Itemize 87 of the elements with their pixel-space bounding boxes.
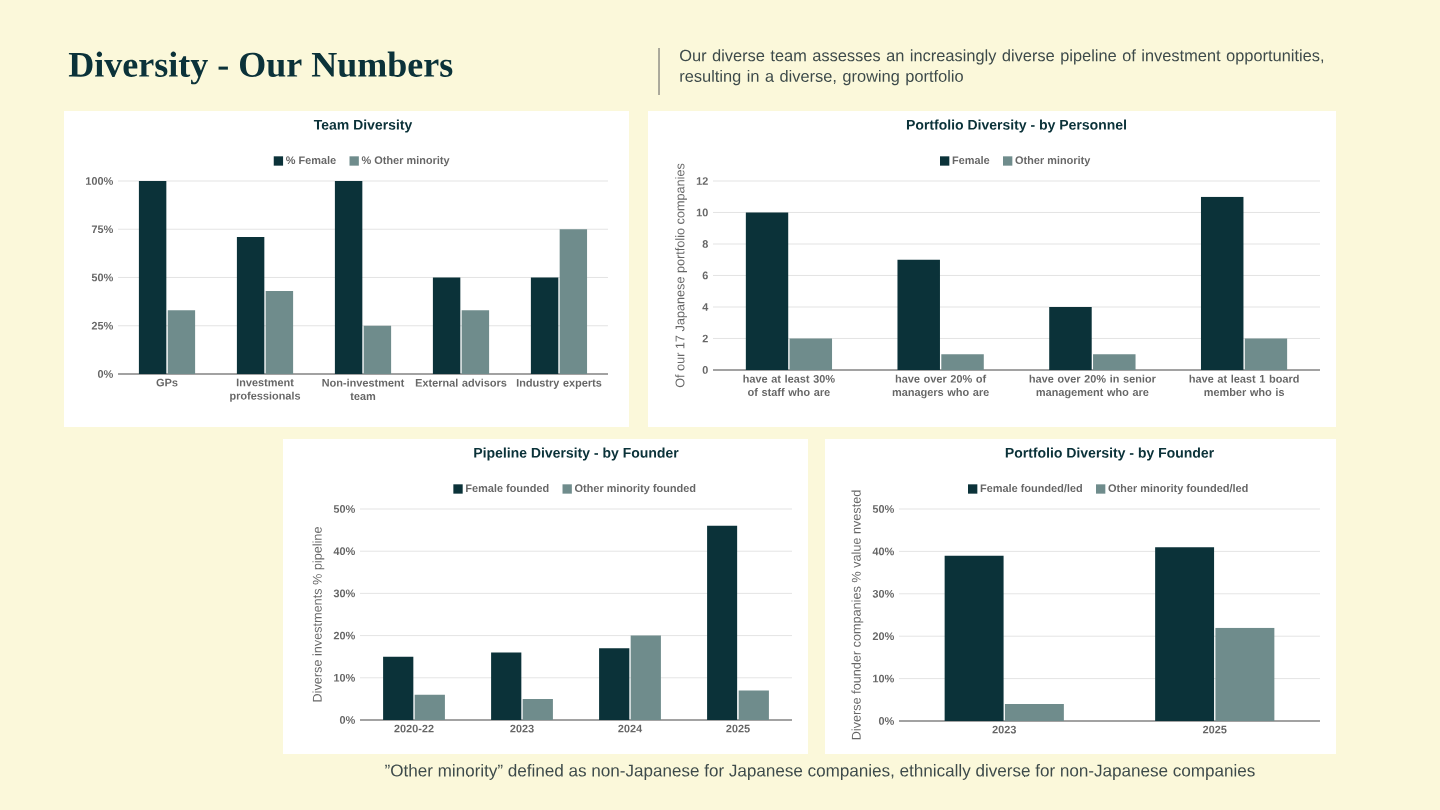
y-tick-label: 0% <box>878 717 894 725</box>
bar <box>167 310 196 374</box>
y-tick-label: 20% <box>333 631 355 640</box>
y-tick-label: 40% <box>333 547 355 556</box>
legend-label: Other minority <box>1015 156 1091 167</box>
x-tick-label: GPs <box>156 378 178 387</box>
text: Diversity - Our Numbers <box>68 51 453 85</box>
bar <box>236 236 265 374</box>
x-tick-label: Non-investment team <box>322 378 405 401</box>
y-tick-label: 10% <box>873 674 894 683</box>
legend-label: % Female <box>286 156 336 165</box>
bar <box>1155 547 1215 721</box>
bar <box>789 338 833 370</box>
bar <box>530 277 559 374</box>
bar <box>941 354 984 370</box>
x-tick-label: 2023 <box>992 725 1017 734</box>
bar <box>383 656 414 720</box>
bar <box>461 310 490 374</box>
y-tick-label: 30% <box>333 589 355 598</box>
y-tick-label: 25% <box>91 321 113 330</box>
bar <box>1215 627 1275 721</box>
y-tick-label: 40% <box>872 547 894 556</box>
x-tick-label: Investment professionals <box>230 378 301 402</box>
y-axis-title: Diverse investments % pipeline <box>312 527 325 702</box>
y-axis-title: Of our 17 Japanese portfolio companies <box>675 163 687 388</box>
chart-title: Portfolio Diversity - by Founder <box>1005 447 1214 461</box>
bar <box>414 694 445 720</box>
x-tick-label: External advisors <box>415 378 507 387</box>
bar <box>1244 338 1288 370</box>
y-tick-label: 50% <box>91 273 113 282</box>
legend-label: Female <box>952 156 990 165</box>
y-axis-title: Diverse founder companies % value nvested <box>851 490 864 740</box>
y-tick-label: 75% <box>91 225 113 234</box>
y-tick-label: 8 <box>702 240 708 248</box>
legend-label: Female founded/led <box>980 484 1082 493</box>
x-tick-label: have over 20% of managers who are <box>892 374 989 399</box>
legend-label: Other minority founded <box>574 484 696 495</box>
y-tick-label: 50% <box>872 505 894 513</box>
bar <box>745 212 789 370</box>
y-tick-label: 0% <box>97 370 114 378</box>
bar <box>491 652 522 720</box>
chart-title: Portfolio Diversity - by Personnel <box>906 119 1126 133</box>
bar <box>1004 704 1064 721</box>
x-tick-label: 2020-22 <box>394 724 434 733</box>
x-tick-label: have at least 1 board member who is <box>1189 374 1299 397</box>
bar <box>1093 354 1136 370</box>
x-tick-label: have at least 30% of staff who are <box>743 374 835 397</box>
y-tick-label: 2 <box>702 334 708 343</box>
bar <box>738 690 769 720</box>
y-tick-label: 0% <box>339 716 355 724</box>
bar <box>599 648 630 720</box>
bar <box>1049 306 1092 370</box>
bar <box>138 180 167 374</box>
y-tick-label: 6 <box>702 271 708 280</box>
bar <box>944 555 1004 721</box>
y-tick-label: 4 <box>702 303 709 311</box>
bar <box>897 259 940 370</box>
bar <box>707 525 738 720</box>
bar <box>522 698 553 720</box>
bar <box>630 635 661 720</box>
legend-label: % Other minority <box>361 156 450 167</box>
legend-label: Female founded <box>466 484 549 493</box>
text: Our diverse team assesses an increasingly diverse pipeline of investment opportunities, resulting in a diverse, growing portfolio <box>680 49 1324 86</box>
y-tick-label: 10 <box>696 208 708 217</box>
bar <box>363 325 392 374</box>
bar <box>432 277 461 374</box>
y-tick-label: 100% <box>86 177 113 185</box>
y-tick-label: 0 <box>702 366 708 374</box>
y-tick-label: 20% <box>872 632 894 641</box>
y-tick-label: 50% <box>333 505 355 513</box>
bar <box>559 229 588 374</box>
chart-title: Team Diversity <box>313 119 413 133</box>
x-tick-label: 2025 <box>1202 725 1227 734</box>
bar <box>1200 196 1244 370</box>
x-tick-label: 2023 <box>510 724 534 733</box>
x-tick-label: 2024 <box>618 724 643 733</box>
y-tick-label: 10% <box>334 673 355 682</box>
x-tick-label: Industry experts <box>516 378 602 389</box>
chart-title: Pipeline Diversity - by Founder <box>474 447 679 461</box>
legend-label: Other minority founded/led <box>1108 484 1248 495</box>
text: ”Other minority” defined as non-Japanese for Japanese companies, ethnically diverse for non-Japanese companies <box>385 764 1255 780</box>
bar <box>265 291 294 374</box>
y-tick-label: 30% <box>872 589 894 598</box>
x-tick-label: 2025 <box>726 724 750 733</box>
x-tick-label: have over 20% in senior management who are <box>1029 374 1156 399</box>
y-tick-label: 12 <box>696 177 708 185</box>
bar <box>334 180 363 374</box>
